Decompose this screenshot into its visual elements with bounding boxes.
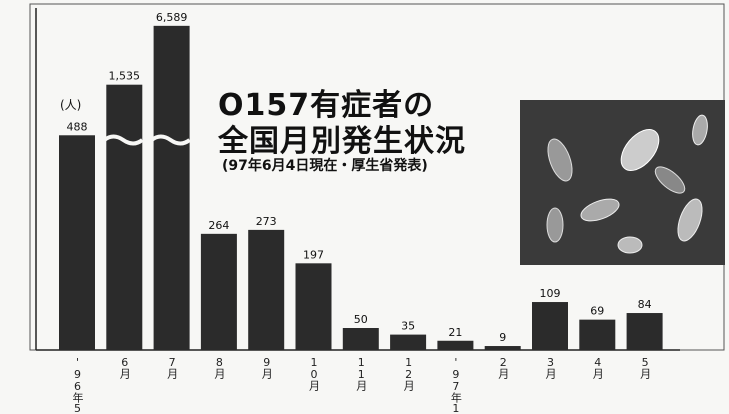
value-label: 273 [256,215,277,228]
bar [106,84,143,350]
unit-label: (人) [60,98,82,112]
bar [437,340,474,350]
x-tick-label: 4月 [591,356,605,378]
bar [390,334,427,350]
value-label: 109 [540,287,561,300]
x-tick-label: 3月 [544,356,557,378]
x-tick-label: '97年1月 [449,356,463,414]
chart-title: 全国月別発生状況 [218,124,466,159]
bar [153,25,190,351]
x-tick-label: 8月 [212,356,226,378]
bar [248,229,285,350]
value-label: 9 [499,331,506,344]
x-tick-label: 11月 [354,356,368,390]
x-tick-label: 12月 [402,356,416,390]
value-label: 50 [354,313,368,326]
value-label: 197 [303,248,324,261]
bar [200,233,237,350]
x-tick-label: '96年5月 [71,356,84,414]
value-label: 69 [590,305,604,318]
value-label: 84 [638,298,652,311]
bar [342,328,379,350]
bar [295,263,332,350]
value-label: 21 [448,326,462,339]
x-tick-label: 5月 [638,356,652,378]
x-tick-label: 10月 [307,356,321,390]
photo [520,100,725,265]
value-label: 488 [67,120,88,133]
value-label: 264 [208,219,229,232]
x-tick-label: 7月 [165,356,179,378]
value-label: 6,589 [156,11,188,24]
bar [532,302,568,350]
bar [626,313,663,350]
chart-subtitle: (97年6月4日現在・厚生省発表) [222,158,428,174]
value-label: 1,535 [109,70,141,83]
x-tick-label: 2月 [496,356,510,378]
axis-break [103,134,144,146]
axis-break [150,134,191,146]
bar [579,319,616,350]
bar [59,135,95,350]
chart-title: O157有症者の [218,88,435,123]
bar [484,346,521,350]
value-label: 35 [401,320,415,333]
x-tick-label: 9月 [260,356,274,378]
x-tick-label: 6月 [118,356,132,378]
